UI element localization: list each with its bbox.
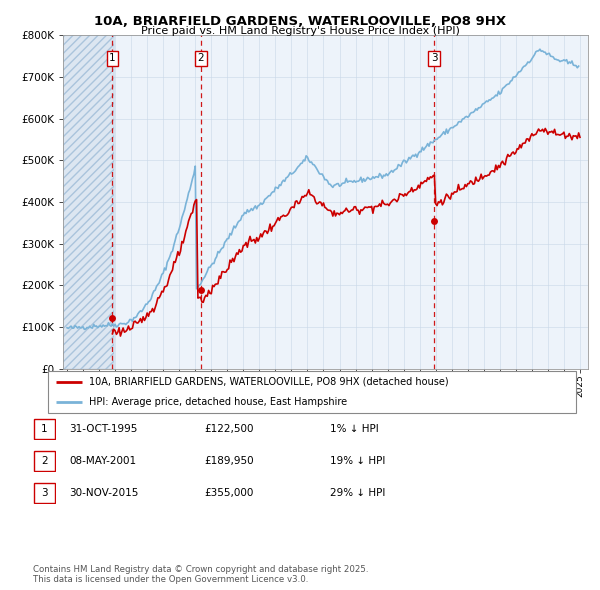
Text: HPI: Average price, detached house, East Hampshire: HPI: Average price, detached house, East…: [89, 396, 347, 407]
Text: £189,950: £189,950: [204, 456, 254, 466]
Text: £355,000: £355,000: [204, 488, 253, 497]
Text: 1: 1: [41, 424, 48, 434]
Text: 10A, BRIARFIELD GARDENS, WATERLOOVILLE, PO8 9HX: 10A, BRIARFIELD GARDENS, WATERLOOVILLE, …: [94, 15, 506, 28]
FancyBboxPatch shape: [48, 371, 576, 413]
Text: £122,500: £122,500: [204, 424, 254, 434]
FancyBboxPatch shape: [34, 451, 55, 471]
Text: 3: 3: [41, 488, 48, 497]
Text: 08-MAY-2001: 08-MAY-2001: [69, 456, 136, 466]
FancyBboxPatch shape: [34, 419, 55, 439]
Text: 2: 2: [41, 456, 48, 466]
Text: 31-OCT-1995: 31-OCT-1995: [69, 424, 137, 434]
Text: 29% ↓ HPI: 29% ↓ HPI: [330, 488, 385, 497]
Text: 19% ↓ HPI: 19% ↓ HPI: [330, 456, 385, 466]
Text: Contains HM Land Registry data © Crown copyright and database right 2025.
This d: Contains HM Land Registry data © Crown c…: [33, 565, 368, 584]
Text: Price paid vs. HM Land Registry's House Price Index (HPI): Price paid vs. HM Land Registry's House …: [140, 26, 460, 36]
Text: 1: 1: [109, 53, 116, 63]
Text: 3: 3: [431, 53, 437, 63]
Text: 30-NOV-2015: 30-NOV-2015: [69, 488, 139, 497]
Text: 1% ↓ HPI: 1% ↓ HPI: [330, 424, 379, 434]
Text: 10A, BRIARFIELD GARDENS, WATERLOOVILLE, PO8 9HX (detached house): 10A, BRIARFIELD GARDENS, WATERLOOVILLE, …: [89, 377, 449, 387]
FancyBboxPatch shape: [34, 483, 55, 503]
Text: 2: 2: [197, 53, 204, 63]
